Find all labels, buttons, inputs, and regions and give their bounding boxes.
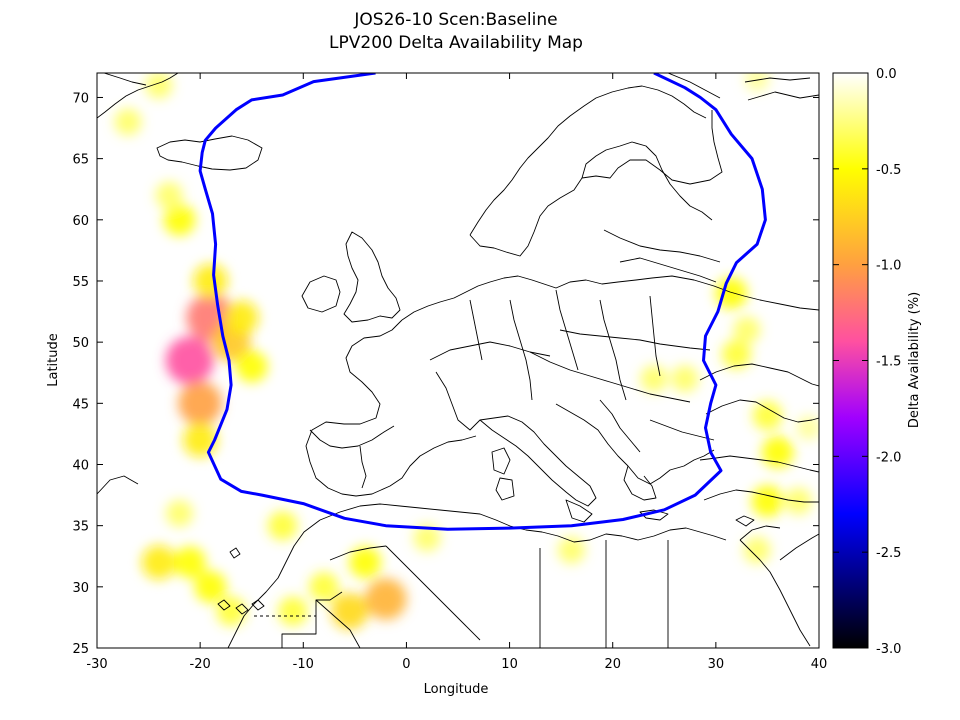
heat-cell — [413, 524, 441, 552]
heat-cell — [163, 203, 196, 236]
heat-cell — [751, 485, 784, 518]
colorbar-tick-label: 0.0 — [876, 67, 897, 82]
heat-cell — [752, 400, 783, 431]
chart-title-line2: LPV200 Delta Availability Map — [329, 33, 583, 53]
heat-cell — [173, 546, 206, 579]
y-axis-label: Latitude — [46, 333, 61, 387]
heat-cell — [796, 415, 819, 441]
colorbar-ticks: 0.0 -0.5 -1.0 -1.5 -2.0 -2.5 -3.0 — [833, 67, 901, 657]
heat-cell — [331, 592, 369, 630]
chart-title-line1: JOS26-10 Scen:Baseline — [353, 10, 557, 30]
heat-cell — [721, 339, 752, 370]
heat-cell — [216, 596, 246, 627]
heat-cell — [743, 536, 771, 564]
colorbar-tick-label: -2.5 — [876, 546, 901, 561]
y-tick-label: 40 — [72, 458, 89, 473]
x-tick-label: 10 — [501, 657, 518, 672]
heat-cell — [744, 73, 770, 92]
colorbar-tick-label: -0.5 — [876, 163, 901, 178]
heat-cell — [165, 336, 214, 385]
heat-cell — [194, 570, 227, 603]
heat-cell — [671, 365, 699, 393]
heat-cell — [365, 578, 407, 620]
colorbar-tick-label: -2.0 — [876, 450, 901, 465]
y-tick-label: 45 — [72, 397, 89, 412]
x-tick-label: 20 — [604, 657, 621, 672]
heat-cell — [165, 499, 194, 528]
colorbar-tick-label: -1.0 — [876, 259, 901, 274]
heat-cell — [235, 350, 268, 383]
y-tick-label: 70 — [72, 91, 89, 106]
y-tick-label: 30 — [72, 581, 89, 596]
heat-cell — [715, 277, 748, 310]
colorbar-label: Delta Availability (%) — [907, 292, 922, 428]
y-axis: 25 30 35 40 45 50 55 60 65 70 — [72, 91, 819, 657]
y-tick-label: 55 — [72, 275, 89, 290]
heat-cell — [557, 536, 586, 564]
x-axis-label: Longitude — [424, 682, 489, 697]
x-tick-label: -10 — [293, 657, 314, 672]
heat-cell — [224, 300, 259, 335]
x-tick-label: 40 — [811, 657, 828, 672]
colorbar-tick-label: -3.0 — [876, 642, 901, 657]
y-tick-label: 25 — [72, 642, 89, 657]
colorbar-tick-label: -1.5 — [876, 355, 901, 370]
y-tick-label: 60 — [72, 214, 89, 229]
heat-cell — [114, 108, 142, 136]
x-tick-label: -30 — [86, 657, 107, 672]
y-tick-label: 50 — [72, 336, 89, 351]
plot-area — [97, 73, 819, 648]
y-tick-label: 65 — [72, 153, 89, 168]
x-tick-label: 0 — [402, 657, 410, 672]
lpv200-coverage-boundary — [198, 73, 767, 531]
x-tick-label: 30 — [708, 657, 725, 672]
heat-cell — [155, 181, 183, 209]
coastlines-and-borders — [97, 73, 819, 648]
heat-cell — [141, 545, 177, 580]
x-tick-label: -20 — [190, 657, 211, 672]
heat-cell — [267, 510, 298, 541]
heat-cell — [278, 596, 308, 627]
heatmap-layer — [114, 73, 819, 630]
heat-cell — [761, 436, 794, 469]
heat-cell — [733, 316, 761, 344]
heat-cell — [182, 422, 218, 458]
heat-cell — [193, 263, 228, 299]
heat-cell — [145, 73, 173, 99]
heat-cell — [178, 381, 223, 426]
heat-cell — [640, 365, 668, 393]
y-tick-label: 35 — [72, 520, 89, 535]
x-axis: -30 -20 -10 0 10 20 30 40 — [86, 73, 827, 672]
heat-cell — [349, 546, 382, 579]
heat-cell — [309, 572, 339, 602]
plot-frame — [96, 72, 820, 649]
